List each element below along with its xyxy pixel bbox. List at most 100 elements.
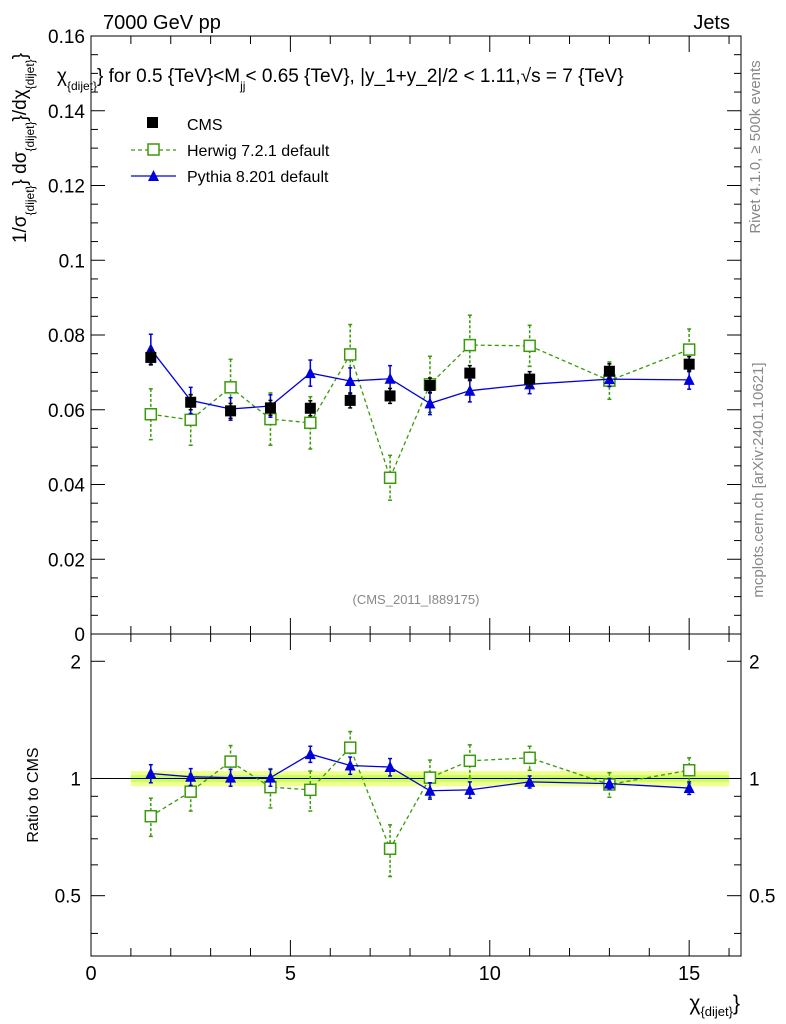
ratio-herwig-point (463, 754, 477, 768)
main-series (144, 314, 696, 501)
cms-point (424, 379, 436, 391)
ratio-pythia-point (524, 775, 536, 787)
legend-label-cms: CMS (187, 117, 223, 134)
ratio-pythia-point (225, 771, 237, 783)
pythia-point (304, 367, 316, 379)
legend-marker-cms (147, 117, 158, 128)
cms-point (603, 365, 615, 377)
ratio-y-tick-label-right: 0.5 (749, 887, 775, 908)
title-part3: s = 7 {TeV} (531, 66, 623, 87)
pythia-line (150, 348, 690, 410)
cms-point (264, 402, 276, 414)
title-sqrt: √ (521, 66, 532, 87)
pythia-point (683, 373, 695, 385)
ylabel-c: }/dχ (10, 89, 31, 121)
title-chi-sub: {dijet} (67, 79, 97, 93)
ratio-herwig-point (224, 755, 237, 768)
herwig-point (682, 343, 696, 356)
main-y-tick-label: 0.14 (48, 102, 85, 123)
ratio-pythia-point (603, 777, 615, 789)
plot-title: χ{dijet}} for 0.5 {TeV}<Mjj< 0.65 {TeV},… (57, 66, 624, 93)
legend-label-pythia: Pythia 8.201 default (187, 169, 329, 186)
ratio-x-ticks (90, 634, 730, 956)
main-y-tick-label: 0 (74, 625, 85, 646)
ratio-herwig-point (184, 785, 197, 798)
ratio-pythia-point (464, 783, 476, 795)
ratio-herwig-point (682, 763, 696, 777)
ylabel-a: 1/σ (10, 215, 31, 243)
ylabel-b: } dσ (10, 151, 31, 185)
ratio-y-tick-labels: 0.5 0.5 1 1 2 2 (55, 652, 776, 907)
legend: CMS Herwig 7.2.1 default Pythia 8.201 de… (131, 117, 330, 186)
ylabel-c-sub: {dijet} (23, 59, 37, 89)
ratio-pythia-point (384, 761, 396, 773)
cms-point (145, 351, 157, 363)
ratio-y-tick-label: 1 (70, 769, 81, 790)
x-tick-label: 15 (678, 963, 700, 985)
herwig-point (224, 381, 237, 394)
ratio-plot-frame (90, 633, 742, 957)
ratio-y-ticks (91, 660, 741, 934)
main-y-tick-label: 0.16 (48, 27, 85, 48)
main-y-tick-label: 0.04 (48, 476, 85, 497)
main-y-axis-label: 1/σ{dijet}} dσ{dijet}}/dχ{dijet}} (10, 53, 37, 243)
xlabel-sub: {dijet} (700, 1004, 733, 1019)
ratio-herwig-point (144, 809, 158, 823)
ratio-y-tick-label-right: 2 (749, 652, 760, 673)
ylabel-d: } (10, 53, 31, 59)
legend-marker-herwig (147, 143, 160, 156)
ratio-pythia-point (264, 771, 276, 783)
cms-point (524, 373, 536, 385)
ratio-pythia-point (304, 748, 316, 760)
title-chi: χ (57, 66, 67, 87)
ylabel-a-sub: {dijet} (23, 185, 37, 215)
title-part2: < 0.65 {TeV}, |y_1+y_2|/2 < 1.11, (245, 66, 520, 87)
main-y-ticks (91, 35, 741, 635)
herwig-point (343, 348, 357, 361)
cms-point (185, 396, 197, 408)
pythia-point (344, 374, 356, 386)
herwig-point (383, 471, 397, 485)
legend-marker-pythia (148, 170, 159, 181)
legend-label-herwig: Herwig 7.2.1 default (187, 143, 330, 160)
main-y-tick-labels: 0 0.02 0.04 0.06 0.08 0.1 0.12 0.14 0.16 (48, 27, 85, 646)
ratio-pythia-line (150, 753, 690, 792)
side-site-label: mcplots.cern.ch [arXiv:2401.10621] (750, 362, 767, 597)
main-x-ticks (90, 36, 730, 634)
x-tick-label: 5 (285, 963, 296, 985)
pythia-point (145, 343, 157, 355)
pythia-point (424, 397, 436, 409)
ratio-series (144, 730, 696, 878)
title-m-sub: jj (239, 79, 245, 93)
ratio-y-tick-label: 2 (70, 652, 81, 673)
ratio-y-tick-label-right: 1 (749, 769, 760, 790)
side-version-label: Rivet 4.1.0, ≥ 500k events (747, 60, 764, 233)
ratio-panel: 0.5 0.5 1 1 2 2 0 5 10 15 Ratio to CMS χ{dijet}} (25, 633, 776, 1019)
analysis-id: (CMS_2011_I889175) (353, 592, 480, 607)
cms-point (683, 358, 695, 370)
title-part1: } for 0.5 {TeV}<M (97, 66, 240, 87)
ratio-y-axis-label: Ratio to CMS (25, 747, 42, 842)
ratio-pythia-point (344, 759, 356, 771)
cms-point (304, 402, 316, 414)
ratio-pythia-point (185, 770, 197, 782)
ratio-x-tick-labels: 0 5 10 15 (85, 963, 700, 985)
x-tick-label: 0 (85, 963, 96, 985)
ratio-herwig-point (383, 842, 397, 855)
pythia-point (464, 384, 476, 396)
xlabel-chi: χ (689, 992, 700, 1015)
main-y-tick-label: 0.08 (48, 326, 85, 347)
ratio-pythia-point (145, 767, 157, 779)
cms-point (225, 405, 237, 417)
herwig-point (463, 338, 477, 352)
ylabel-b-sub: {dijet} (23, 122, 37, 152)
x-tick-label: 10 (479, 963, 501, 985)
ratio-herwig-point (423, 771, 437, 784)
cms-point (344, 394, 356, 406)
main-y-tick-label: 0.06 (48, 401, 85, 422)
ratio-pythia-point (424, 784, 436, 796)
x-axis-label: χ{dijet}} (689, 992, 740, 1019)
herwig-point (184, 413, 197, 427)
cms-point (464, 367, 476, 379)
herwig-point (304, 416, 317, 430)
